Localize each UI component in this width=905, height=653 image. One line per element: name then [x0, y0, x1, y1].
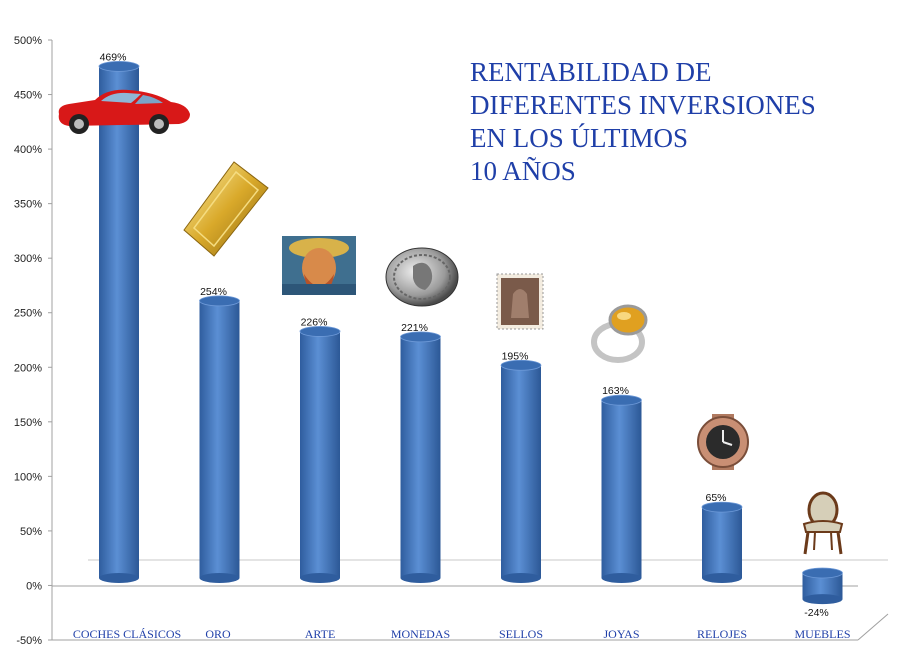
y-tick-label: 100% [14, 471, 42, 483]
bar [199, 295, 240, 583]
bar [500, 359, 542, 583]
gold-ring-icon [591, 304, 648, 363]
value-label: 254% [200, 286, 227, 298]
bar [701, 501, 743, 583]
chart-title-line: 10 AÑOS [470, 156, 576, 186]
y-tick-label: 300% [14, 253, 42, 265]
category-label: MUEBLES [794, 627, 850, 641]
antique-chair-icon [802, 491, 844, 555]
y-tick-labels: 500% 450% 400% 350% 300% 250% 200% 150% 100% 50% 0… [14, 35, 52, 647]
postage-stamp-icon [496, 273, 544, 330]
value-label: -24% [804, 607, 829, 619]
chart-title-line: EN LOS ÚLTIMOS [470, 123, 689, 153]
y-tick-label: 450% [14, 90, 42, 102]
value-labels: 469% 254% 226% 221% 195% 163% 65% -24% [100, 51, 829, 619]
chart-title: RENTABILIDAD DE DIFERENTES INVERSIONES E… [470, 56, 870, 188]
bar [802, 567, 843, 605]
bar [299, 326, 341, 583]
y-tick-label: 500% [14, 35, 42, 47]
category-label: ORO [205, 627, 231, 641]
gold-bar-icon [183, 161, 269, 257]
y-tick-label: 350% [14, 199, 42, 211]
bars [98, 60, 843, 605]
category-label: RELOJES [697, 627, 747, 641]
y-tick-label: 400% [14, 144, 42, 156]
y-tick-label: 200% [14, 362, 42, 374]
y-tick-label: 0% [26, 580, 42, 592]
y-tick-label: 250% [14, 308, 42, 320]
chart-title-line: RENTABILIDAD DE [470, 57, 712, 87]
bar [98, 60, 140, 583]
category-label: COCHES CLÁSICOS [73, 627, 181, 641]
category-label: ARTE [305, 627, 336, 641]
red-classic-car-icon [58, 89, 190, 134]
category-label: SELLOS [499, 627, 543, 641]
y-tick-label: -50% [16, 635, 42, 647]
bar [400, 331, 441, 583]
value-label: 221% [401, 322, 428, 334]
luxury-watch-icon [697, 414, 749, 470]
category-labels: COCHES CLÁSICOS ORO ARTE MONEDAS SELLOS JOYAS… [73, 627, 851, 641]
value-label: 65% [705, 492, 726, 504]
bar [601, 394, 642, 583]
category-label: MONEDAS [391, 627, 450, 641]
value-label: 163% [602, 385, 629, 397]
category-label: JOYAS [603, 627, 639, 641]
value-label: 195% [502, 350, 529, 362]
value-label: 469% [100, 51, 127, 63]
van-gogh-portrait-icon [282, 236, 356, 295]
y-tick-label: 150% [14, 417, 42, 429]
silver-coin-icon [385, 247, 459, 307]
value-label: 226% [301, 316, 328, 328]
y-tick-label: 50% [20, 526, 42, 538]
chart-title-line: DIFERENTES INVERSIONES [470, 90, 816, 120]
